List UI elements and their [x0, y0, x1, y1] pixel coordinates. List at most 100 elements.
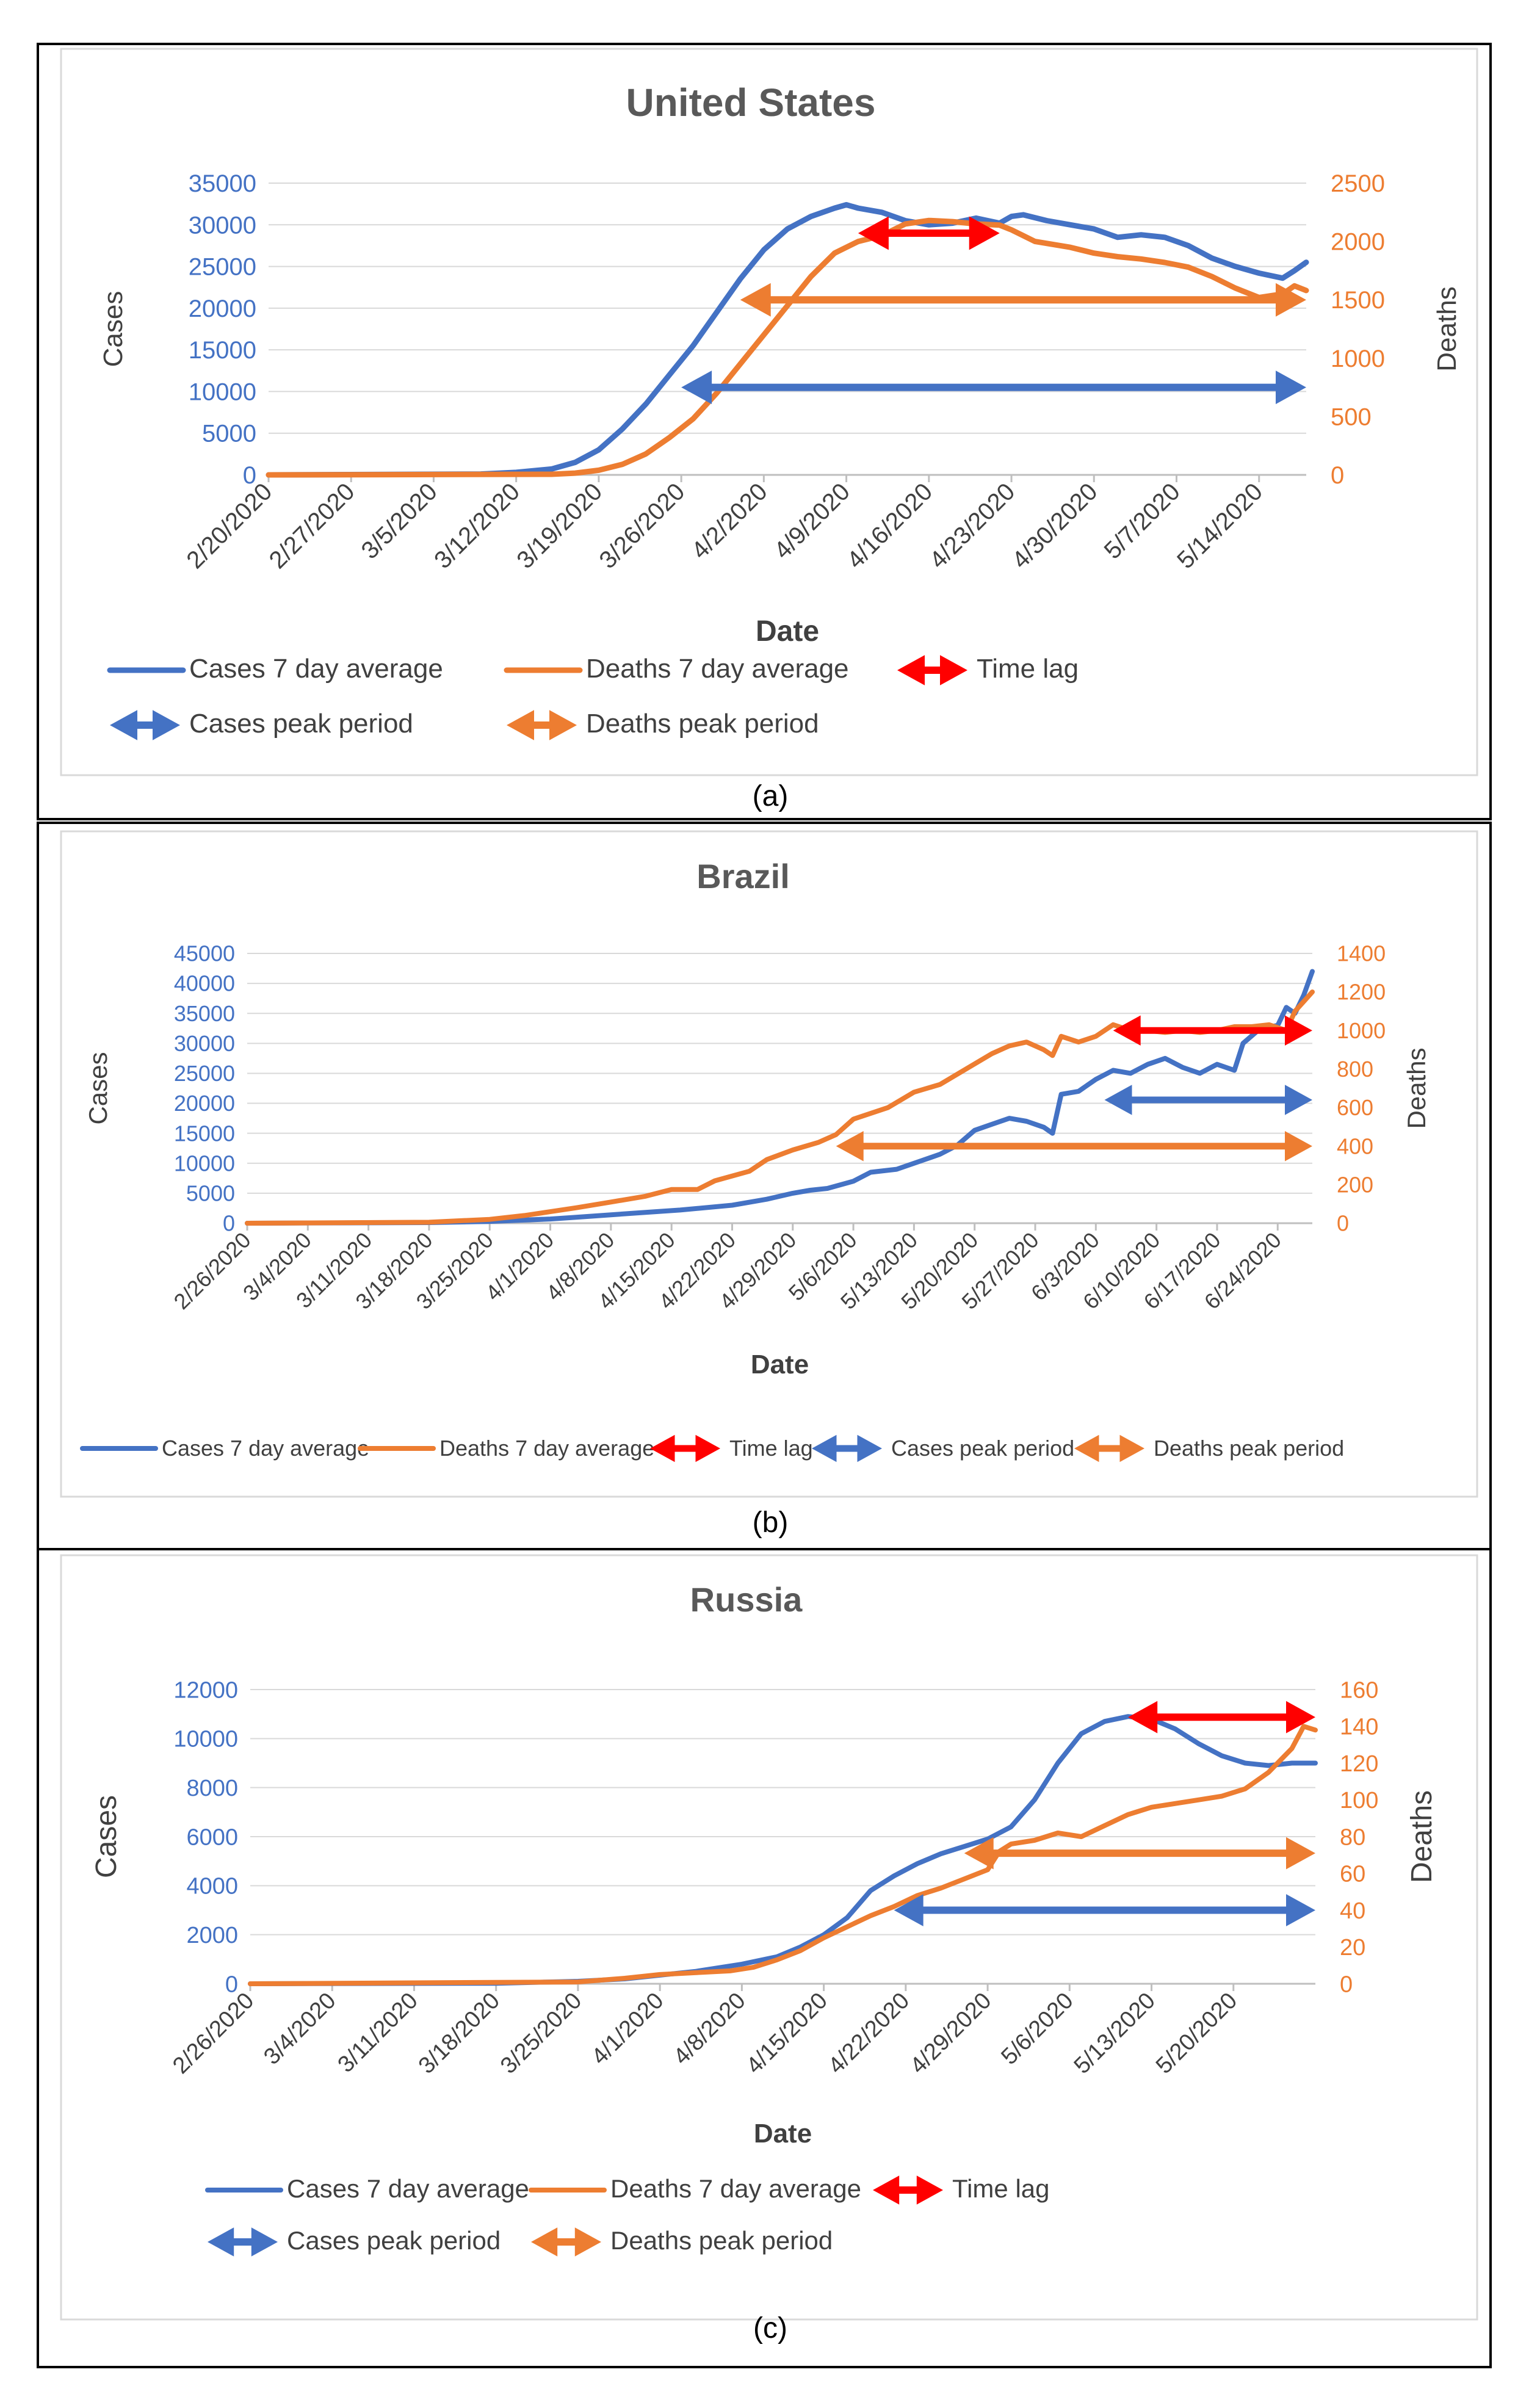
- y-tick-label: 35000: [189, 170, 256, 197]
- arrow-deaths_peak: [964, 1837, 1315, 1870]
- y-axis-right: 0 20 40 60 80 100 120 140 160: [1340, 1677, 1378, 1997]
- series-line-cases: [245, 969, 1315, 1226]
- x-axis-title: Date: [756, 615, 819, 648]
- y-tick-label: 0: [243, 462, 256, 489]
- y-tick-label: 30000: [174, 1031, 235, 1056]
- y-tick-label: 45000: [174, 941, 235, 966]
- legend-arrow-swatch-left-head: [650, 1434, 675, 1462]
- legend-arrow-swatch-right-head: [916, 2175, 943, 2205]
- y-tick-label: 5000: [202, 421, 256, 447]
- y-tick-label: 10000: [174, 1151, 235, 1176]
- legend-arrow-swatch: [507, 710, 577, 740]
- legend: Cases 7 day average Deaths 7 day average T…: [107, 654, 1079, 740]
- y-tick-label: 2000: [186, 1923, 238, 1948]
- y-axis-left: 0 5000 10000 15000 20000 25000 30000 35000: [189, 170, 1306, 489]
- series-line-deaths: [248, 1724, 1318, 1986]
- legend-label: Cases peak period: [189, 709, 413, 739]
- y2-tick-label: 2500: [1331, 170, 1385, 197]
- y2-tick-label: 600: [1337, 1095, 1373, 1120]
- arrow-cases_peak-left-head: [894, 1894, 924, 1926]
- legend-label: Deaths peak period: [1154, 1436, 1344, 1461]
- legend-label: Time lag: [729, 1436, 813, 1461]
- arrow-time_lag: [1113, 1015, 1312, 1046]
- y-tick-label: 4000: [186, 1874, 238, 1900]
- arrow-deaths_peak-left-head: [836, 1130, 864, 1162]
- arrow-time_lag: [1128, 1701, 1315, 1733]
- arrow-cases_peak: [894, 1894, 1315, 1926]
- y2-tick-label: 20: [1340, 1935, 1365, 1961]
- y2-tick-label: 1000: [1331, 345, 1385, 372]
- legend-item-cases: Cases 7 day average: [80, 1436, 369, 1461]
- arrow-cases_peak-left-head: [1104, 1085, 1132, 1115]
- panel-label: (c): [753, 2312, 787, 2344]
- arrow-time_lag-left-head: [1113, 1015, 1141, 1046]
- y2-tick-label: 500: [1331, 403, 1372, 430]
- legend-label: Deaths peak period: [610, 2226, 833, 2255]
- legend-arrow-swatch-right-head: [1119, 1434, 1144, 1462]
- y-tick-label: 10000: [173, 1727, 238, 1752]
- chart-title: Brazil: [696, 857, 790, 895]
- panel-label: (b): [753, 1506, 789, 1539]
- arrow-time_lag-left-head: [858, 216, 889, 250]
- arrow-time_lag-left-head: [1128, 1701, 1158, 1733]
- arrow-deaths_peak-left-head: [964, 1837, 994, 1870]
- y-tick-label: 15000: [174, 1121, 235, 1146]
- arrow-cases_peak-left-head: [681, 371, 712, 405]
- panel-frame-us: [37, 43, 1492, 820]
- y2-tick-label: 0: [1340, 1972, 1353, 1997]
- legend-item-deaths_peak: Deaths peak period: [507, 709, 819, 740]
- legend-item-deaths: Deaths 7 day average: [529, 2174, 861, 2203]
- x-axis-title: Date: [751, 1350, 809, 1379]
- legend-label: Time lag: [952, 2174, 1050, 2203]
- legend-label: Cases peak period: [891, 1436, 1074, 1461]
- legend-item-cases_peak: Cases peak period: [110, 709, 413, 740]
- legend-arrow-swatch: [110, 710, 180, 740]
- legend-arrow-swatch-right-head: [857, 1434, 882, 1462]
- legend-label: Cases 7 day average: [287, 2174, 529, 2203]
- legend-item-deaths_peak: Deaths peak period: [531, 2226, 833, 2257]
- y-tick-label: 10000: [189, 378, 256, 405]
- legend-label: Cases peak period: [287, 2226, 501, 2255]
- legend-arrow-swatch: [1074, 1434, 1144, 1462]
- legend-arrow-swatch-right-head: [695, 1434, 720, 1462]
- y-axis-left: 0 5000 10000 15000 20000 25000 30000 35000 40000…: [174, 941, 1312, 1236]
- y2-tick-label: 1000: [1337, 1018, 1386, 1043]
- y2-tick-label: 800: [1337, 1057, 1373, 1082]
- chart-us: United States050001000015000200002500030…: [37, 43, 1492, 820]
- y2-tick-label: 0: [1337, 1211, 1349, 1236]
- y-tick-label: 40000: [174, 971, 235, 996]
- y2-tick-label: 120: [1340, 1751, 1378, 1777]
- arrow-time_lag-right-head: [1285, 1015, 1312, 1046]
- legend-arrow-swatch-right-head: [940, 655, 967, 685]
- panel-frame-russia: [37, 1548, 1492, 2368]
- y2-tick-label: 0: [1331, 462, 1344, 489]
- legend-arrow-swatch: [208, 2227, 278, 2257]
- arrow-time_lag-right-head: [1286, 1701, 1315, 1733]
- y2-tick-label: 200: [1337, 1172, 1373, 1197]
- legend-arrow-swatch-right-head: [574, 2227, 601, 2257]
- y2-tick-label: 1400: [1337, 941, 1386, 966]
- y2-tick-label: 400: [1337, 1133, 1373, 1159]
- legend-item-time_lag: Time lag: [650, 1434, 813, 1462]
- arrow-cases_peak: [1104, 1085, 1312, 1115]
- legend-item-time_lag: Time lag: [897, 654, 1079, 685]
- y2-tick-label: 160: [1340, 1677, 1378, 1703]
- y-tick-label: 35000: [174, 1001, 235, 1026]
- legend-arrow-swatch-right-head: [549, 710, 577, 740]
- legend-arrow-swatch-left-head: [208, 2227, 234, 2257]
- chart-area-border-us: [60, 48, 1478, 776]
- legend-arrow-swatch: [650, 1434, 720, 1462]
- legend-item-time_lag: Time lag: [873, 2174, 1050, 2205]
- legend-arrow-swatch: [531, 2227, 601, 2257]
- legend-label: Deaths peak period: [586, 709, 819, 739]
- y-axis-title: Cases: [98, 291, 128, 367]
- legend-item-cases: Cases 7 day average: [107, 654, 443, 684]
- y-tick-label: 0: [225, 1972, 238, 1997]
- arrow-deaths_peak-right-head: [1286, 1837, 1315, 1870]
- y-tick-label: 12000: [173, 1677, 238, 1703]
- legend-item-deaths_peak: Deaths peak period: [1074, 1434, 1344, 1462]
- legend-arrow-swatch-right-head: [153, 710, 180, 740]
- legend-arrow-swatch-left-head: [873, 2175, 900, 2205]
- legend-arrow-swatch: [812, 1434, 882, 1462]
